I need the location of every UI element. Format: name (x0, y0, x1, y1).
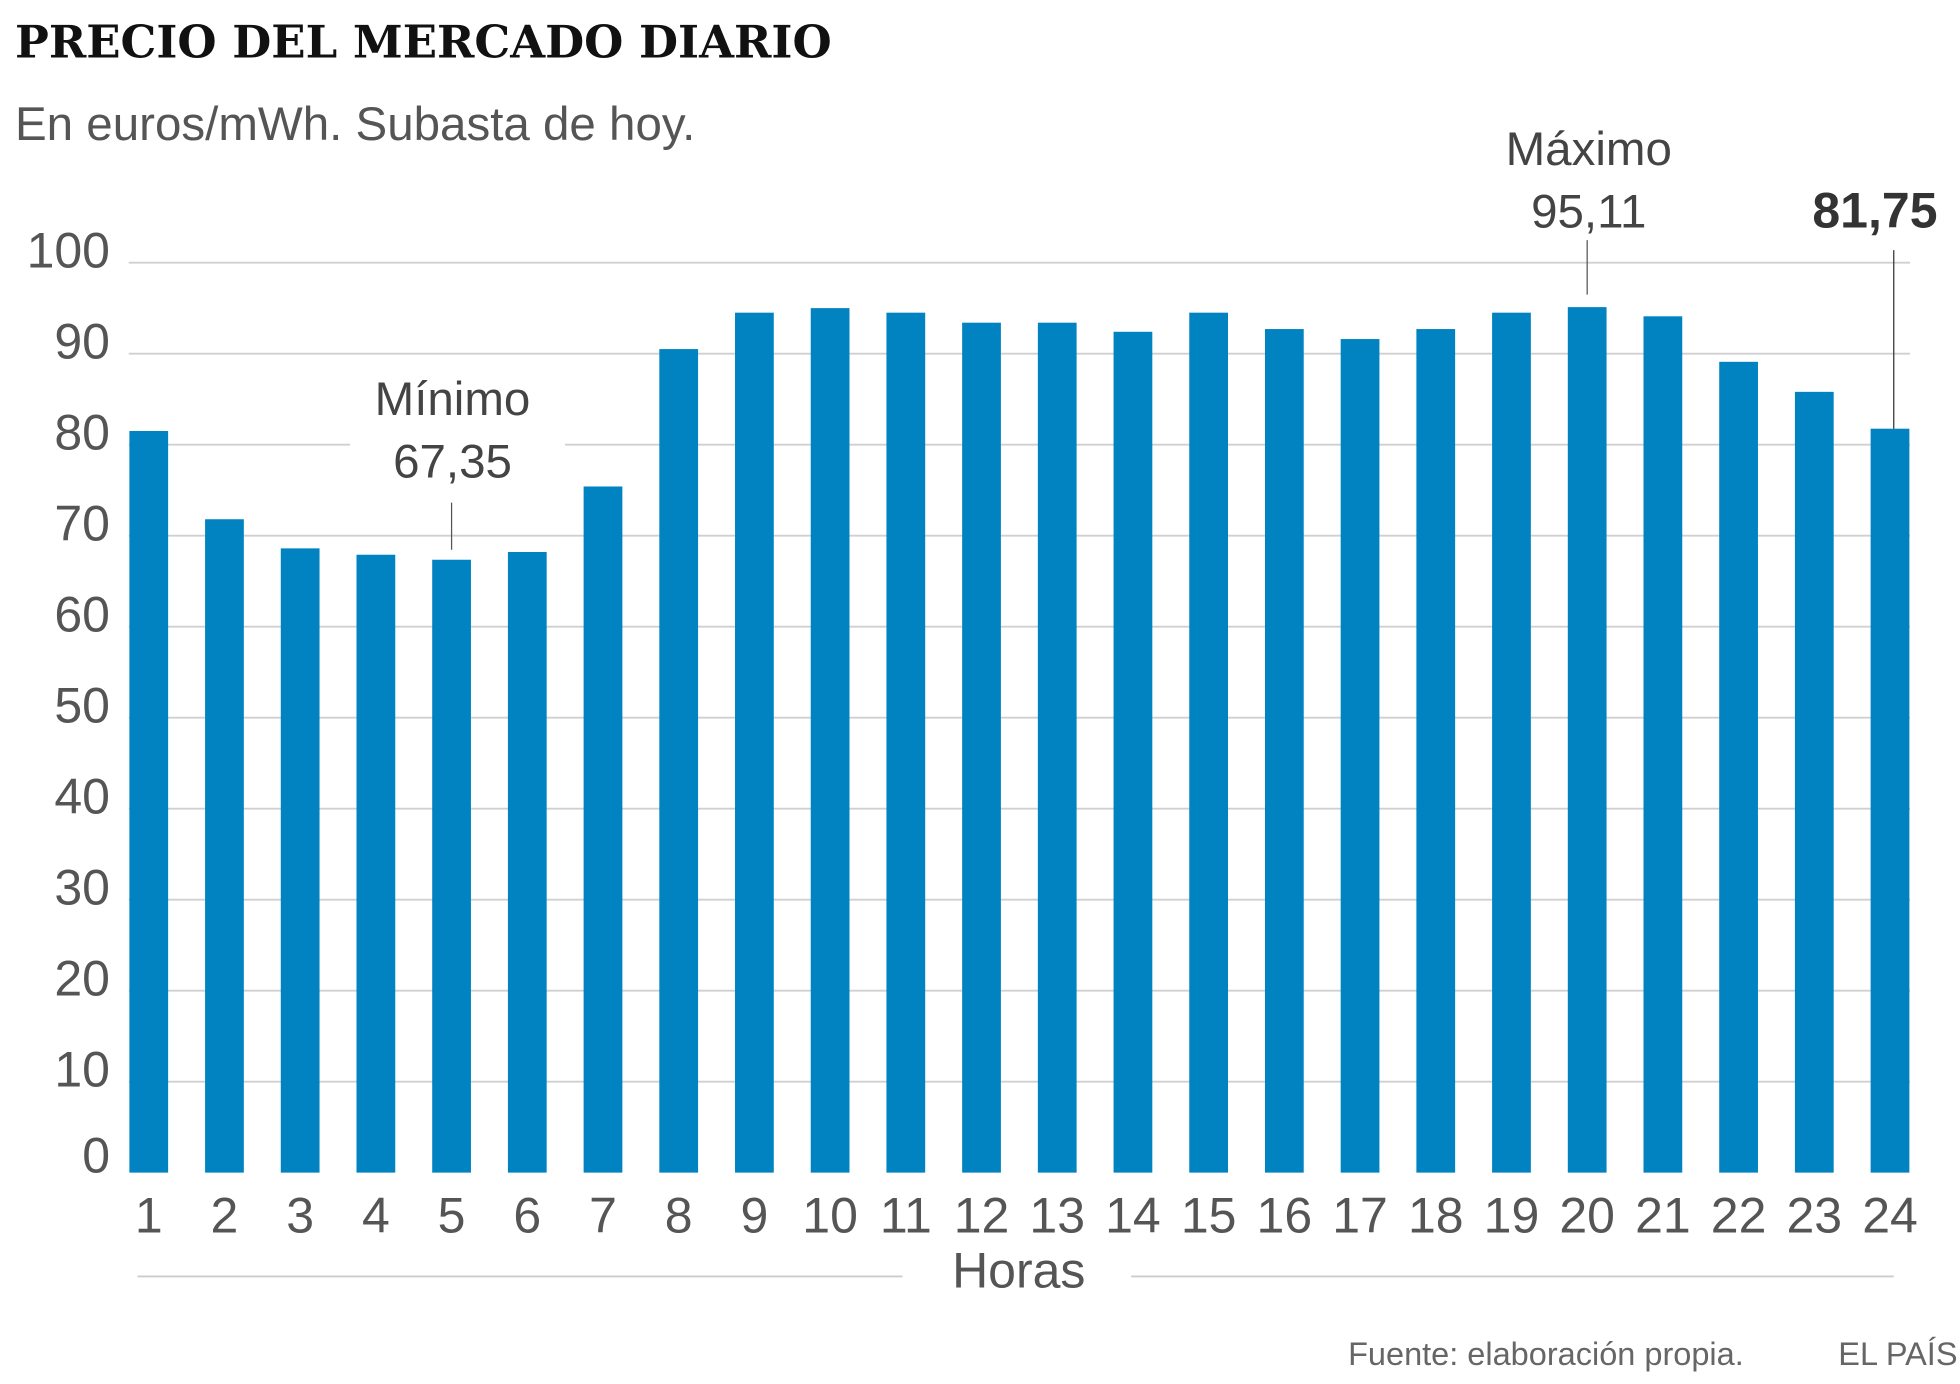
x-tick-label: 14 (1105, 1188, 1161, 1244)
y-tick-label: 60 (54, 587, 110, 643)
y-tick-label: 30 (54, 860, 110, 916)
bar-hour-11 (886, 312, 926, 1173)
y-tick-label: 80 (54, 405, 110, 461)
x-tick-label: 20 (1559, 1188, 1615, 1244)
bar-hour-22 (1719, 361, 1758, 1173)
x-tick-label: 22 (1711, 1188, 1767, 1244)
min-annotation-label: Mínimo (375, 373, 531, 426)
y-tick-label: 0 (82, 1128, 110, 1184)
gridlines (128, 261, 1910, 1083)
x-tick-label: 12 (954, 1188, 1010, 1244)
x-tick-label: 8 (665, 1188, 693, 1244)
x-tick-label: 16 (1257, 1188, 1313, 1244)
bar-hour-17 (1340, 339, 1380, 1173)
bar-hour-14 (1113, 331, 1153, 1173)
x-tick-label: 3 (286, 1188, 314, 1244)
x-tick-label: 4 (362, 1188, 390, 1244)
x-tick-label: 1 (135, 1188, 163, 1244)
x-tick-label: 9 (740, 1188, 768, 1244)
x-tick-label: 23 (1786, 1188, 1842, 1244)
x-tick-label: 11 (880, 1188, 932, 1244)
source-note: Fuente: elaboración propia. (1348, 1336, 1744, 1372)
x-tick-label: 2 (211, 1188, 239, 1244)
x-tick-label: 6 (513, 1188, 541, 1244)
bar-hour-10 (810, 308, 850, 1173)
y-tick-label: 10 (54, 1042, 110, 1098)
x-axis-label: Horas (952, 1243, 1085, 1299)
chart-title: PRECIO DEL MERCADO DIARIO (15, 16, 832, 69)
bar-hour-20 (1567, 307, 1607, 1173)
chart-subtitle: En euros/mWh. Subasta de hoy. (15, 98, 695, 151)
last-hour-annotation-value: 81,75 (1812, 183, 1937, 239)
max-annotation-label: Máximo (1506, 123, 1672, 176)
bar-hour-4 (356, 554, 396, 1173)
bar-hour-23 (1794, 391, 1834, 1173)
bar-hour-21 (1643, 316, 1683, 1173)
bar-hour-15 (1189, 312, 1229, 1173)
y-tick-label: 20 (54, 951, 110, 1007)
bar-hour-19 (1492, 312, 1531, 1173)
bar-hour-7 (583, 486, 623, 1173)
bar-hour-5 (432, 559, 471, 1173)
x-axis-ticks: 1 2 3 4 5 6 7 8 9 10 11 12 13 14 15 16 17 18 19 20 21 22 23 24 (135, 1188, 1918, 1244)
y-tick-label: 40 (54, 769, 110, 825)
bar-hour-2 (205, 519, 244, 1173)
x-tick-label: 19 (1484, 1188, 1540, 1244)
bars (129, 307, 1910, 1173)
bar-hour-6 (507, 552, 547, 1173)
max-annotation-value: 95,11 (1531, 186, 1646, 239)
x-tick-label: 24 (1862, 1188, 1918, 1244)
bar-hour-9 (735, 312, 774, 1173)
y-axis-ticks: 0 10 20 30 40 50 60 70 80 90 100 (27, 223, 110, 1184)
x-tick-label: 17 (1332, 1188, 1388, 1244)
bar-hour-18 (1416, 329, 1456, 1173)
y-tick-label: 50 (54, 678, 110, 734)
publisher-credit: EL PAÍS (1838, 1336, 1957, 1372)
annotations: Mínimo 67,35 Máximo 95,11 81,75 (375, 123, 1938, 550)
bar-hour-12 (962, 322, 1001, 1173)
bar-hour-13 (1037, 322, 1077, 1173)
bar-hour-1 (129, 430, 169, 1173)
x-tick-label: 5 (438, 1188, 466, 1244)
bar-hour-16 (1264, 329, 1304, 1173)
x-tick-label: 7 (589, 1188, 617, 1244)
x-tick-label: 15 (1181, 1188, 1237, 1244)
y-tick-label: 90 (54, 314, 110, 370)
y-tick-label: 100 (27, 223, 110, 279)
y-tick-label: 70 (54, 496, 110, 552)
bar-hour-3 (280, 548, 320, 1173)
bar-hour-24 (1870, 428, 1910, 1173)
x-tick-label: 21 (1635, 1188, 1691, 1244)
x-tick-label: 10 (802, 1188, 858, 1244)
x-tick-label: 13 (1029, 1188, 1085, 1244)
x-tick-label: 18 (1408, 1188, 1464, 1244)
bar-hour-8 (659, 349, 699, 1173)
min-annotation-value: 67,35 (393, 436, 512, 489)
